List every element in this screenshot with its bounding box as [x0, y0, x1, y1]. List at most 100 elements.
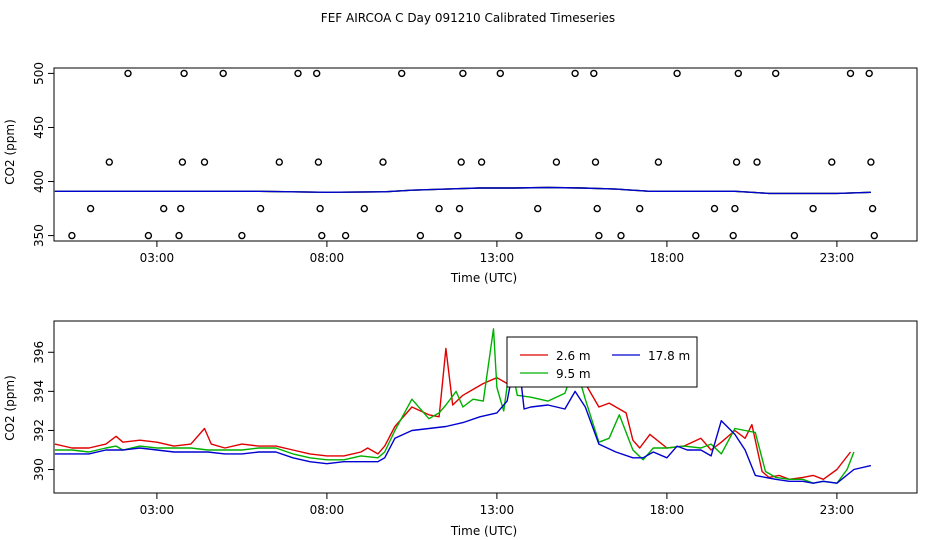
panel2-x-axis: 03:00 08:00 13:00 18:00 23:00 [140, 493, 855, 517]
calibration-marker [455, 204, 464, 213]
calibration-marker [729, 231, 737, 240]
calibration-marker [552, 158, 561, 166]
calibration-marker [379, 158, 387, 166]
calibration-marker [571, 69, 579, 78]
panel1-ylabel: CO2 (ppm) [3, 119, 17, 185]
x-tick-label: 23:00 [820, 503, 855, 517]
calibration-marker [753, 158, 761, 166]
calibration-marker [828, 158, 836, 166]
calibration-marker [590, 69, 598, 78]
calibration-marker [534, 204, 542, 213]
calibration-marker [294, 69, 302, 78]
legend-label-2.6m: 2.6 m [556, 349, 591, 363]
calibration-marker [159, 204, 168, 213]
panel2-y-axis: 390 392 394 396 [32, 341, 54, 481]
x-tick-label: 03:00 [140, 251, 175, 265]
calibration-marker [176, 204, 185, 213]
x-tick-label: 13:00 [480, 503, 515, 517]
calibration-marker [772, 69, 780, 78]
calibration-marker [591, 158, 600, 166]
calibration-marker [710, 204, 719, 213]
y-tick-label: 500 [32, 62, 46, 85]
y-tick-label: 400 [32, 170, 46, 193]
calibration-marker [673, 69, 681, 78]
calibration-marker [238, 231, 246, 240]
x-tick-label: 18:00 [650, 251, 685, 265]
panel2-ylabel: CO2 (ppm) [3, 375, 17, 441]
y-tick-label: 350 [32, 224, 46, 247]
calibration-marker [732, 158, 741, 166]
y-tick-label: 396 [32, 341, 46, 364]
calibration-marker [496, 69, 504, 78]
panel1-xlabel: Time (UTC) [450, 271, 517, 285]
legend-label-17.8m: 17.8 m [648, 349, 690, 363]
calibration-marker [593, 204, 601, 213]
calibration-marker [459, 69, 467, 78]
calibration-panel: 03:00 08:00 13:00 18:00 23:00 350 400 450 500 T… [3, 62, 918, 285]
calibration-marker [316, 204, 324, 213]
series-line-17.8m [54, 347, 872, 484]
calibration-marker [275, 158, 283, 166]
panel1-frame [53, 67, 918, 242]
calibration-marker [870, 231, 878, 240]
calibration-marker [867, 158, 875, 166]
panel1-y-axis: 350 400 450 500 [32, 62, 54, 247]
calibration-marker [617, 231, 625, 240]
y-tick-label: 394 [32, 380, 46, 403]
calibration-marker [457, 158, 465, 166]
calibration-marker [314, 158, 323, 166]
panel2-xlabel: Time (UTC) [450, 524, 517, 538]
calibration-marker [846, 69, 855, 78]
calibration-marker [219, 69, 227, 78]
calibration-marker [477, 158, 486, 166]
calibration-marker [868, 204, 877, 213]
calibration-marker [654, 158, 663, 166]
legend-label-9.5m: 9.5 m [556, 367, 591, 381]
calibration-marker [144, 231, 153, 240]
calibration-marker [636, 204, 644, 213]
panel2-frame [53, 320, 918, 494]
x-tick-label: 13:00 [480, 251, 515, 265]
calibration-marker [180, 69, 188, 78]
calibration-marker [175, 231, 183, 240]
series-line-17.8m [54, 186, 871, 195]
x-tick-label: 03:00 [140, 503, 175, 517]
x-tick-label: 08:00 [310, 503, 345, 517]
y-tick-label: 392 [32, 419, 46, 442]
calibration-marker [416, 231, 425, 240]
calibration-marker [435, 204, 443, 213]
calibration-marker [790, 231, 799, 240]
calibration-marker [341, 231, 350, 240]
figure-title: FEF AIRCOA C Day 091210 Calibrated Times… [321, 11, 615, 25]
x-tick-label: 18:00 [650, 503, 685, 517]
calibration-marker [178, 158, 187, 166]
calibration-marker [454, 231, 462, 240]
series-line-9.5m [54, 328, 855, 484]
calibration-marker [200, 158, 209, 166]
timeseries-panel: 03:00 08:00 13:00 18:00 23:00 390 392 394 396 T… [3, 320, 918, 538]
calibration-marker [809, 204, 817, 213]
panel2-series-group [54, 328, 872, 484]
y-tick-label: 390 [32, 458, 46, 481]
panel1-x-axis: 03:00 08:00 13:00 18:00 23:00 [140, 241, 855, 265]
calibration-marker [692, 231, 700, 240]
calibration-marker [865, 69, 873, 78]
calibration-marker [734, 69, 742, 78]
panel1-markers-group [68, 69, 878, 240]
x-tick-label: 23:00 [820, 251, 855, 265]
calibration-marker [398, 69, 406, 78]
calibration-marker [68, 231, 76, 240]
calibration-marker [515, 231, 523, 240]
calibration-marker [313, 69, 321, 78]
legend: 2.6 m 9.5 m 17.8 m [506, 336, 698, 388]
series-line-2.6m [54, 347, 852, 480]
calibration-marker [105, 158, 114, 166]
panel1-series-group [54, 186, 871, 195]
calibration-marker [318, 231, 326, 240]
calibration-marker [731, 204, 739, 213]
calibration-marker [595, 231, 603, 240]
calibration-marker [86, 204, 95, 213]
legend-box [506, 336, 698, 388]
calibration-marker [256, 204, 265, 213]
